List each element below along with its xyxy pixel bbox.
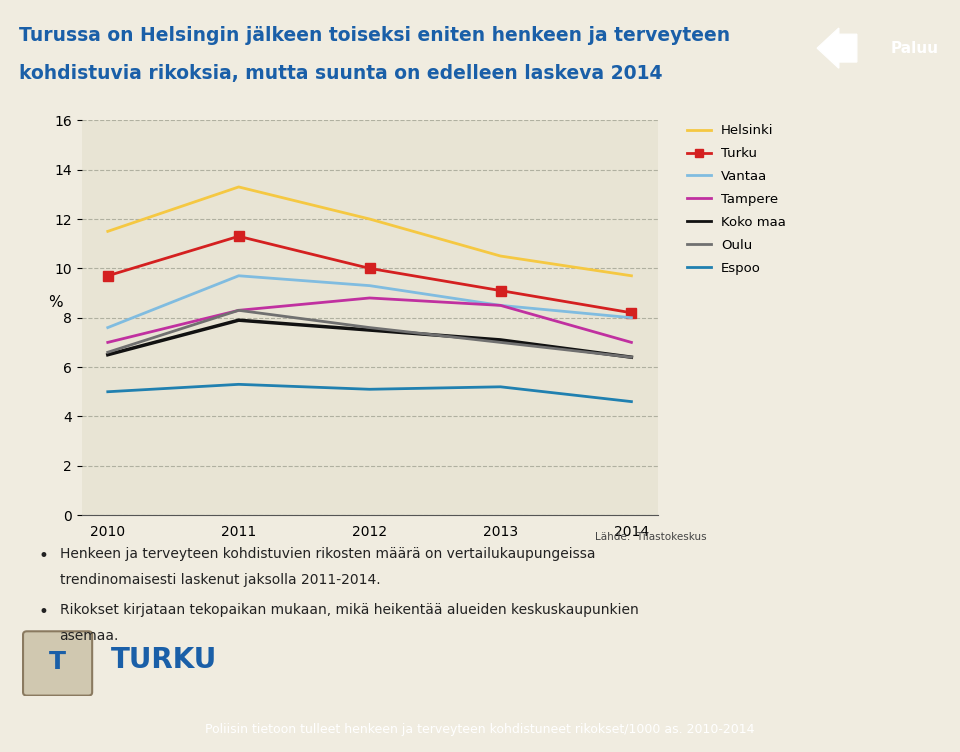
Line: Turku: Turku: [103, 232, 636, 317]
Tampere: [494, 301, 506, 310]
Oulu: [102, 347, 113, 356]
Text: Henkeen ja terveyteen kohdistuvien rikosten määrä on vertailukaupungeissa: Henkeen ja terveyteen kohdistuvien rikos…: [60, 547, 595, 561]
Legend: Helsinki, Turku, Vantaa, Tampere, Koko maa, Oulu, Espoo: Helsinki, Turku, Vantaa, Tampere, Koko m…: [682, 119, 791, 280]
Turku: [626, 308, 637, 317]
Text: Paluu: Paluu: [891, 41, 938, 56]
Line: Oulu: Oulu: [108, 311, 632, 357]
Helsinki: [233, 183, 245, 192]
Text: trendinomaisesti laskenut jaksolla 2011-2014.: trendinomaisesti laskenut jaksolla 2011-…: [60, 573, 380, 587]
Helsinki: [102, 227, 113, 236]
Vantaa: [102, 323, 113, 332]
Line: Koko maa: Koko maa: [108, 320, 632, 357]
Text: •: •: [38, 547, 48, 565]
Turku: [364, 264, 375, 273]
Oulu: [364, 323, 375, 332]
Vantaa: [626, 313, 637, 322]
Espoo: [102, 387, 113, 396]
Oulu: [626, 353, 637, 362]
Text: asemaa.: asemaa.: [60, 629, 119, 644]
Tampere: [102, 338, 113, 347]
Tampere: [233, 306, 245, 315]
Espoo: [494, 382, 506, 391]
Text: kohdistuvia rikoksia, mutta suunta on edelleen laskeva 2014: kohdistuvia rikoksia, mutta suunta on ed…: [19, 64, 662, 83]
Y-axis label: %: %: [48, 295, 63, 310]
FancyBboxPatch shape: [23, 632, 92, 696]
Tampere: [364, 293, 375, 302]
Text: Rikokset kirjataan tekopaikan mukaan, mikä heikentää alueiden keskuskaupunkien: Rikokset kirjataan tekopaikan mukaan, mi…: [60, 603, 638, 617]
Text: Turussa on Helsingin jälkeen toiseksi eniten henkeen ja terveyteen: Turussa on Helsingin jälkeen toiseksi en…: [19, 26, 731, 45]
Vantaa: [233, 271, 245, 280]
Koko maa: [102, 350, 113, 359]
Koko maa: [364, 326, 375, 335]
Line: Helsinki: Helsinki: [108, 187, 632, 276]
Espoo: [626, 397, 637, 406]
Helsinki: [626, 271, 637, 280]
Koko maa: [494, 335, 506, 344]
Line: Tampere: Tampere: [108, 298, 632, 342]
Text: Lähde:  Tilastokeskus: Lähde: Tilastokeskus: [595, 532, 707, 541]
Espoo: [364, 385, 375, 394]
Oulu: [494, 338, 506, 347]
Helsinki: [364, 214, 375, 223]
Text: Poliisin tietoon tulleet henkeen ja terveyteen kohdistuneet rikokset/1000 as. 20: Poliisin tietoon tulleet henkeen ja terv…: [205, 723, 755, 736]
Espoo: [233, 380, 245, 389]
Koko maa: [626, 353, 637, 362]
Line: Vantaa: Vantaa: [108, 276, 632, 328]
Vantaa: [364, 281, 375, 290]
Text: TURKU: TURKU: [110, 646, 217, 675]
Tampere: [626, 338, 637, 347]
Turku: [494, 286, 506, 295]
Text: T: T: [49, 650, 66, 674]
Oulu: [233, 306, 245, 315]
Line: Espoo: Espoo: [108, 384, 632, 402]
Text: •: •: [38, 603, 48, 621]
Turku: [102, 271, 113, 280]
Turku: [233, 232, 245, 241]
Vantaa: [494, 301, 506, 310]
Helsinki: [494, 251, 506, 260]
Koko maa: [233, 316, 245, 325]
FancyArrow shape: [817, 28, 856, 68]
